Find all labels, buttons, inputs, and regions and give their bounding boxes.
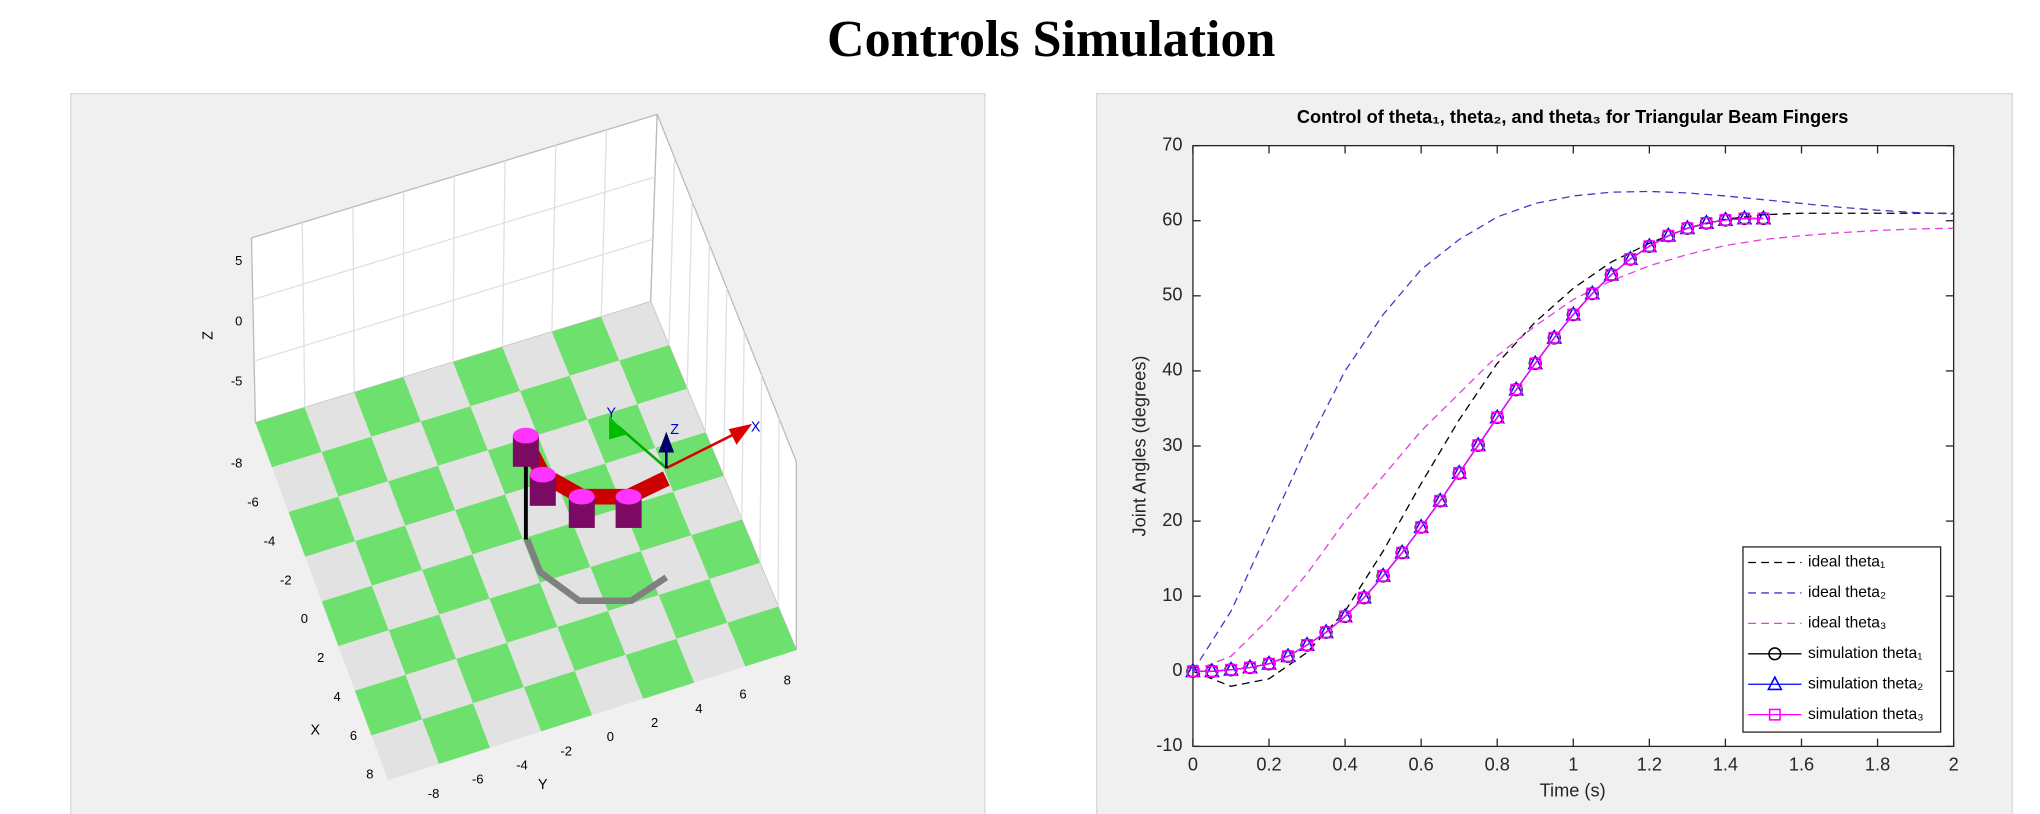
legend-label: simulation theta₁ — [1808, 645, 1922, 662]
joint — [616, 489, 642, 528]
page: Controls Simulation X Y Z Z X Y 50-5-8-6… — [0, 0, 2040, 814]
legend-label: ideal theta₁ — [1808, 554, 1885, 571]
y-tick-label: 60 — [1162, 210, 1182, 230]
x-axis-label: X — [310, 723, 320, 739]
y-tick-label: 20 — [1162, 510, 1182, 530]
x-tick-label: 1 — [1568, 755, 1578, 775]
y-axis-title: Joint Angles (degrees) — [1130, 356, 1150, 537]
frame-label: X — [751, 420, 761, 436]
y-tick-label: -8 — [428, 786, 440, 801]
page-title: Controls Simulation — [827, 11, 1275, 68]
x-tick-label: 1.8 — [1865, 755, 1890, 775]
x-tick-label: 8 — [366, 767, 373, 782]
y-tick-label: 0 — [1172, 660, 1182, 680]
legend: ideal theta₁ ideal theta₂ ideal theta₃ simu… — [1743, 547, 1941, 732]
y-tick-label: -6 — [472, 772, 484, 787]
y-tick-label: 8 — [784, 673, 791, 688]
legend-label: ideal theta₃ — [1808, 614, 1886, 631]
x-tick-label: 1.4 — [1713, 755, 1738, 775]
x-tick-label: 1.6 — [1789, 755, 1814, 775]
y-axis-label: Y — [538, 777, 548, 793]
x-tick-label: 0.8 — [1485, 755, 1510, 775]
x-tick-label: 0.6 — [1409, 755, 1434, 775]
x-tick-label: 0.2 — [1256, 755, 1281, 775]
x-tick-label: 2 — [1949, 755, 1959, 775]
x-tick-label: 2 — [317, 650, 324, 665]
joint — [530, 467, 556, 506]
z-tick-label: -5 — [231, 374, 243, 389]
y-tick-label: 40 — [1162, 360, 1182, 380]
legend-box — [1743, 547, 1941, 732]
x-tick-label: 0.4 — [1332, 755, 1357, 775]
legend-label: simulation theta₃ — [1808, 706, 1924, 723]
y-tick-label: -4 — [516, 758, 528, 773]
z-axis-label: Z — [200, 331, 216, 340]
y-tick-label: 0 — [607, 729, 614, 744]
x-tick-label: 4 — [333, 689, 340, 704]
chart-title: Control of theta₁, theta₂, and theta₃ fo… — [1297, 107, 1849, 127]
frame-label: Z — [670, 422, 679, 438]
x-tick-label: 0 — [301, 611, 308, 626]
legend-label: simulation theta₂ — [1808, 675, 1923, 692]
z-tick-label: 0 — [235, 313, 242, 328]
x-tick-label: -4 — [264, 533, 276, 548]
y-tick-label: -10 — [1156, 735, 1182, 755]
y-tick-label: 30 — [1162, 435, 1182, 455]
x-tick-label: 1.2 — [1637, 755, 1662, 775]
y-tick-label: 70 — [1162, 134, 1182, 154]
y-tick-label: 6 — [739, 687, 746, 702]
joint — [569, 489, 595, 528]
x-tick-label: -8 — [231, 456, 243, 471]
x-tick-label: -2 — [280, 572, 292, 587]
joint — [513, 428, 539, 467]
y-tick-label: 10 — [1162, 585, 1182, 605]
y-tick-label: 2 — [651, 715, 658, 730]
x-axis-title: Time (s) — [1540, 781, 1606, 801]
z-tick-label: 5 — [235, 253, 242, 268]
x-tick-label: 6 — [350, 728, 357, 743]
y-tick-label: 50 — [1162, 285, 1182, 305]
legend-label: ideal theta₂ — [1808, 584, 1886, 601]
x-tick-label: -6 — [247, 495, 259, 510]
frame-label: Y — [606, 405, 616, 421]
x-tick-label: 0 — [1188, 755, 1198, 775]
screen: Controls Simulation X Y Z Z X Y 50-5-8-6… — [0, 0, 2040, 814]
y-tick-label: -2 — [560, 743, 572, 758]
y-tick-label: 4 — [695, 701, 702, 716]
wall-grid-line — [778, 418, 779, 606]
